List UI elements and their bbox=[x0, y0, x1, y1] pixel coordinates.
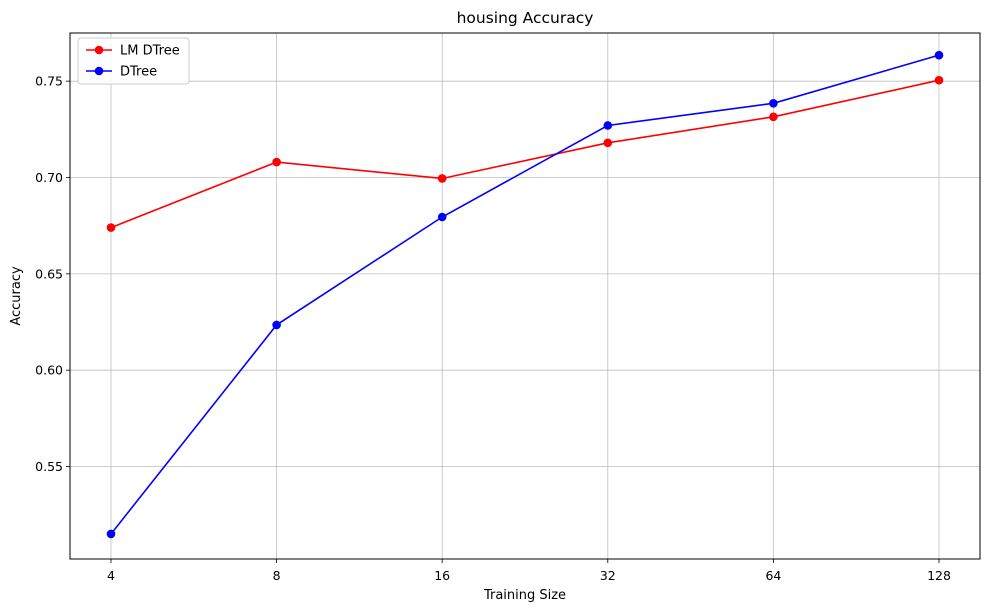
data-point-lm-dtree bbox=[769, 112, 778, 122]
grid bbox=[70, 33, 980, 559]
data-point-dtree bbox=[272, 320, 281, 330]
data-point-dtree bbox=[934, 50, 944, 60]
legend-label: DTree bbox=[120, 65, 157, 80]
series-line-lm-dtree bbox=[110, 79, 940, 229]
data-point-dtree bbox=[603, 121, 613, 130]
series-line-dtree bbox=[110, 54, 940, 535]
series-layer bbox=[106, 50, 944, 539]
y-axis-ticks: 0.55 0.60 0.65 0.70 0.75 bbox=[35, 74, 70, 474]
data-point-lm-dtree bbox=[272, 157, 281, 167]
y-tick-label: 0.70 bbox=[35, 170, 63, 185]
legend-marker bbox=[94, 45, 104, 55]
x-tick-label: 32 bbox=[600, 568, 616, 583]
data-point-dtree bbox=[769, 99, 778, 108]
y-tick-label: 0.60 bbox=[35, 363, 63, 378]
data-point-dtree bbox=[106, 529, 116, 539]
y-tick-label: 0.75 bbox=[35, 74, 63, 89]
x-tick-label: 128 bbox=[927, 568, 951, 583]
legend-label: LM DTree bbox=[120, 44, 180, 59]
data-point-lm-dtree bbox=[106, 223, 116, 232]
legend: LM DTree DTree bbox=[77, 37, 190, 85]
x-axis-label: Training Size bbox=[483, 588, 566, 603]
y-tick-label: 0.65 bbox=[35, 266, 63, 281]
plot-area-frame bbox=[69, 32, 981, 560]
x-tick-label: 8 bbox=[273, 568, 281, 583]
y-tick-label: 0.55 bbox=[35, 459, 63, 474]
data-point-lm-dtree bbox=[934, 75, 944, 85]
x-tick-label: 64 bbox=[765, 568, 781, 583]
legend-marker bbox=[94, 66, 104, 76]
y-axis-label: Accuracy bbox=[9, 266, 24, 326]
data-point-dtree bbox=[437, 212, 447, 222]
data-point-lm-dtree bbox=[603, 138, 613, 148]
chart-title: housing Accuracy bbox=[457, 9, 594, 27]
x-tick-label: 16 bbox=[434, 568, 450, 583]
x-axis-ticks: 4 8 16 32 64 128 bbox=[107, 559, 951, 583]
data-point-lm-dtree bbox=[437, 174, 447, 183]
x-tick-label: 4 bbox=[107, 568, 115, 583]
